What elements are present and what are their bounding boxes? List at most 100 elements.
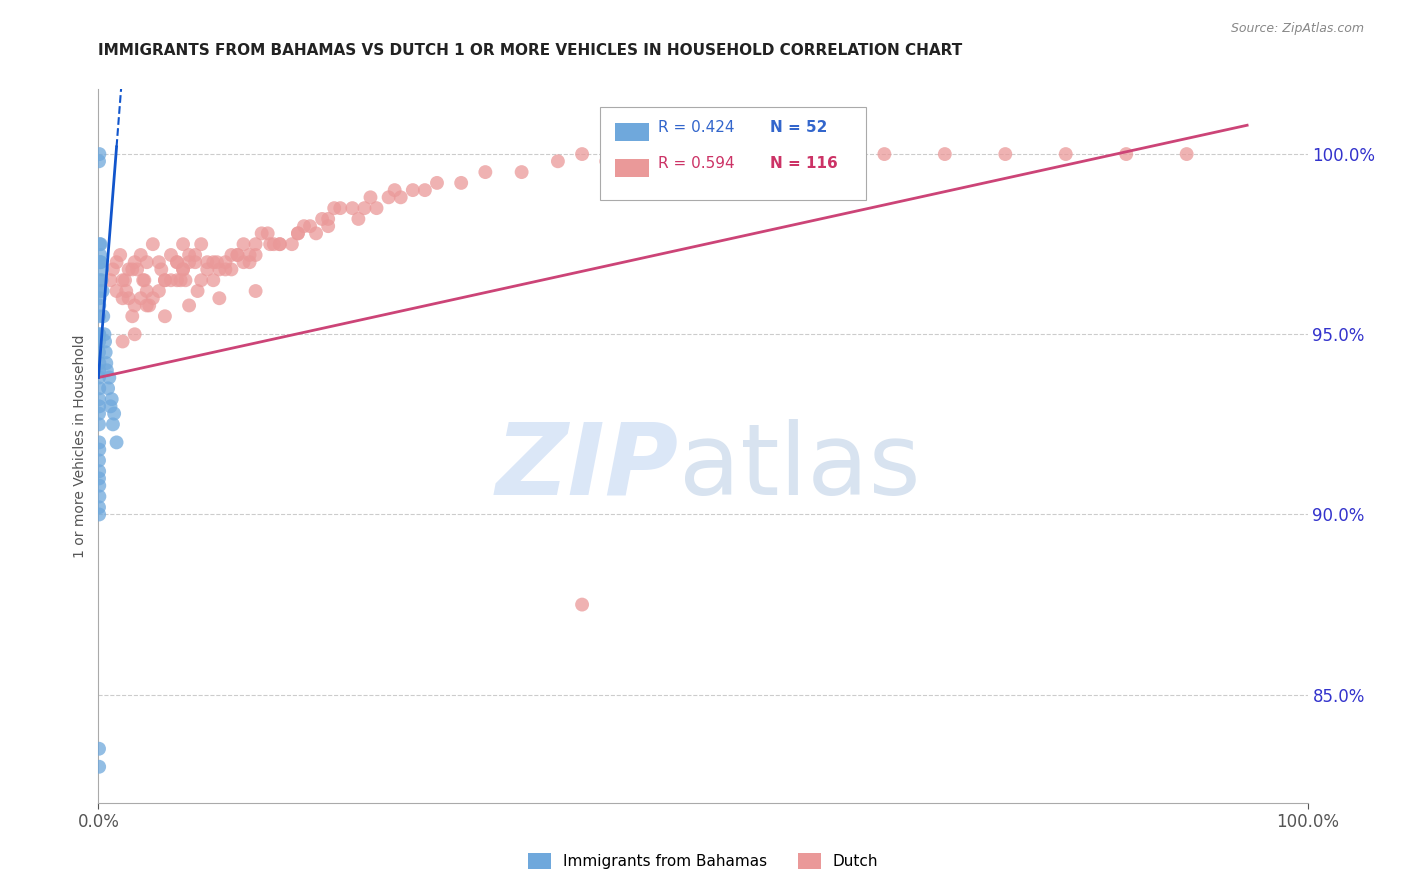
Point — [195, 262, 218, 277]
Point — [153, 273, 176, 287]
Point — [89, 327, 111, 342]
Point — [187, 284, 209, 298]
Point — [87, 392, 110, 406]
Point — [135, 284, 157, 298]
Text: R = 0.424: R = 0.424 — [658, 120, 735, 135]
Point — [202, 255, 225, 269]
Point — [129, 248, 152, 262]
Point — [226, 248, 249, 262]
Point — [166, 273, 188, 287]
Point — [311, 211, 333, 226]
Point — [160, 273, 183, 287]
Point — [205, 255, 228, 269]
Point — [91, 284, 114, 298]
Point — [323, 201, 346, 215]
Point — [108, 248, 131, 262]
Point — [299, 219, 322, 234]
Point — [89, 478, 111, 492]
Point — [1175, 147, 1198, 161]
Point — [91, 310, 114, 324]
Point — [89, 298, 111, 312]
Point — [118, 262, 141, 277]
Point — [87, 471, 110, 485]
Point — [105, 284, 128, 298]
Point — [127, 262, 149, 277]
Point — [239, 248, 262, 262]
Point — [245, 284, 267, 298]
Point — [115, 284, 138, 298]
Point — [184, 248, 207, 262]
Point — [208, 291, 231, 305]
Point — [98, 370, 121, 384]
Point — [87, 407, 110, 421]
Point — [87, 370, 110, 384]
Point — [89, 255, 111, 269]
Point — [174, 273, 197, 287]
Point — [934, 147, 956, 161]
Point — [121, 262, 143, 277]
Point — [134, 273, 156, 287]
Point — [172, 262, 194, 277]
Point — [89, 442, 111, 457]
Y-axis label: 1 or more Vehicles in Household: 1 or more Vehicles in Household — [73, 334, 87, 558]
Point — [101, 417, 124, 432]
Point — [142, 291, 165, 305]
Point — [692, 147, 714, 161]
Point — [100, 392, 122, 406]
Point — [150, 262, 173, 277]
Point — [232, 237, 254, 252]
Point — [245, 237, 267, 252]
Point — [190, 273, 212, 287]
Point — [89, 291, 111, 305]
Point — [263, 237, 285, 252]
Point — [184, 255, 207, 269]
Point — [287, 227, 309, 241]
Point — [389, 190, 412, 204]
Point — [138, 298, 160, 312]
Point — [208, 262, 231, 277]
Point — [384, 183, 406, 197]
Point — [179, 248, 201, 262]
Point — [89, 284, 111, 298]
Point — [124, 327, 146, 342]
Point — [100, 400, 122, 414]
Point — [1054, 147, 1077, 161]
Point — [89, 490, 111, 504]
Point — [89, 400, 111, 414]
Point — [202, 273, 225, 287]
Point — [190, 237, 212, 252]
Point — [118, 291, 141, 305]
Point — [474, 165, 496, 179]
Point — [89, 760, 111, 774]
Point — [153, 310, 176, 324]
Point — [89, 508, 111, 522]
Point — [87, 417, 110, 432]
Point — [93, 327, 115, 342]
Point — [89, 273, 111, 287]
Point — [214, 262, 236, 277]
Point — [269, 237, 291, 252]
Point — [195, 255, 218, 269]
Point — [135, 298, 157, 312]
Point — [256, 227, 278, 241]
Point — [90, 255, 112, 269]
Point — [89, 435, 111, 450]
Point — [124, 255, 146, 269]
Point — [160, 248, 183, 262]
Point — [571, 147, 593, 161]
FancyBboxPatch shape — [600, 107, 866, 200]
Point — [124, 298, 146, 312]
Point — [87, 154, 110, 169]
Point — [89, 147, 111, 161]
Point — [97, 381, 120, 395]
Point — [1115, 147, 1137, 161]
Point — [101, 262, 124, 277]
Point — [148, 255, 170, 269]
Point — [87, 741, 110, 756]
Point — [221, 248, 243, 262]
Point — [221, 262, 243, 277]
Point — [366, 201, 388, 215]
Point — [100, 273, 122, 287]
Point — [148, 284, 170, 298]
Point — [281, 237, 304, 252]
